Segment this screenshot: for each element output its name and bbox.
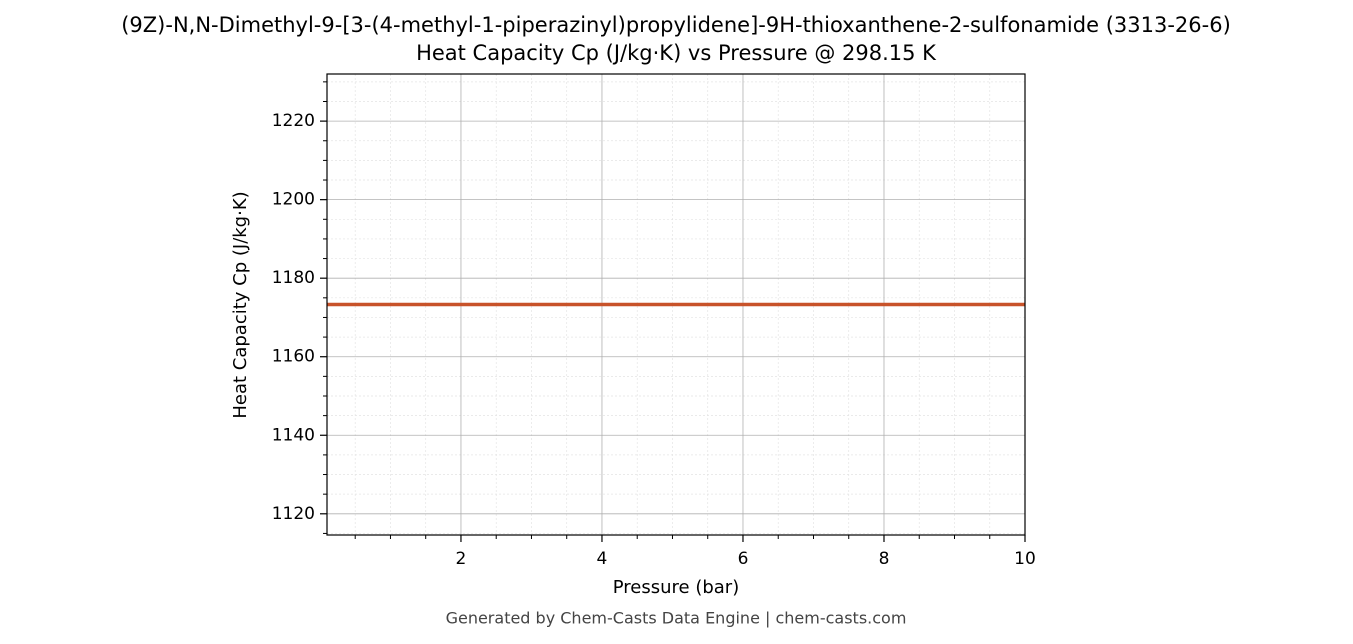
x-tick-label: 10: [1014, 549, 1036, 569]
chart-subtitle: Heat Capacity Cp (J/kg·K) vs Pressure @ …: [416, 41, 937, 65]
y-axis-label: Heat Capacity Cp (J/kg·K): [230, 191, 251, 418]
x-tick-label: 2: [456, 549, 467, 569]
y-tick-label: 1160: [272, 347, 315, 367]
x-axis-label: Pressure (bar): [613, 577, 739, 598]
y-tick-label: 1220: [272, 111, 315, 131]
footer: Generated by Chem-Casts Data Engine | ch…: [446, 609, 907, 628]
plot-frame: [326, 73, 1026, 536]
x-tick-label: 8: [879, 549, 890, 569]
y-tick-label: 1140: [272, 425, 315, 445]
y-tick-label: 1120: [272, 504, 315, 524]
chart-title: (9Z)-N,N-Dimethyl-9-[3-(4-methyl-1-piper…: [121, 13, 1231, 37]
x-tick-label: 6: [738, 549, 749, 569]
y-tick-label: 1180: [272, 268, 315, 288]
x-tick-label: 4: [597, 549, 608, 569]
y-tick-label: 1200: [272, 190, 315, 210]
